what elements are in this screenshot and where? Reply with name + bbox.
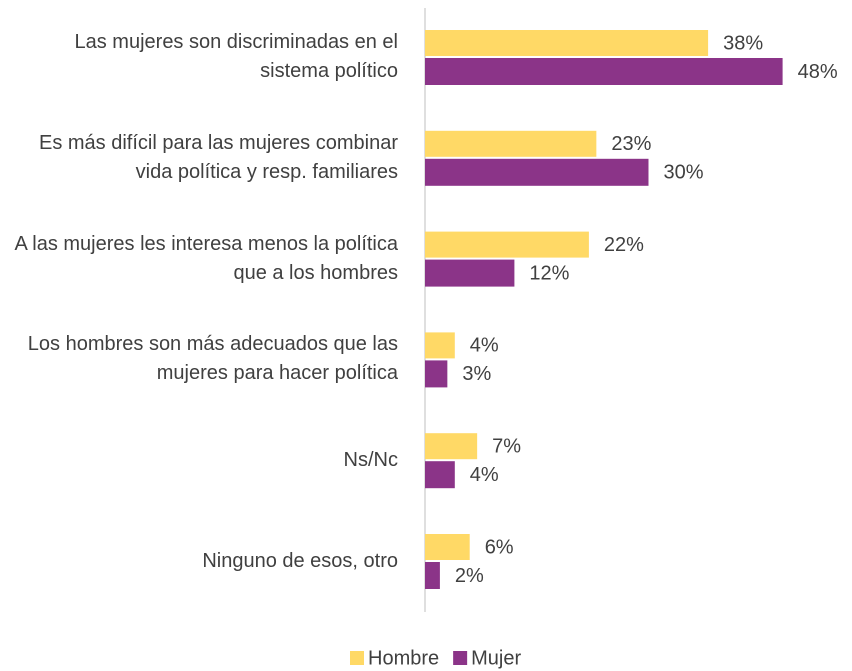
value-label: 2% [455, 565, 484, 587]
category-label: Ninguno de esos, otro [202, 549, 398, 572]
value-label: 4% [470, 335, 499, 357]
bar [425, 58, 783, 85]
bar [425, 433, 478, 460]
value-label: 4% [470, 464, 499, 486]
category-label: Los hombres son más adecuados que las mu… [27, 333, 398, 385]
legend-label: Mujer [471, 647, 521, 669]
category-label: A las mujeres les interesa menos la polí… [14, 232, 398, 284]
value-label: 48% [798, 61, 838, 83]
value-label: 12% [529, 262, 569, 284]
value-label: 22% [604, 234, 644, 256]
bar [425, 158, 649, 186]
bar [425, 130, 597, 157]
bar [425, 30, 709, 56]
bar [425, 461, 455, 489]
value-label: 3% [462, 363, 491, 385]
value-label: 23% [611, 133, 651, 155]
category-label: Ns/Nc [343, 448, 398, 471]
value-label: 30% [664, 162, 704, 184]
category-label: Las mujeres son discriminadas en el sist… [74, 31, 399, 82]
legend-swatch [350, 651, 364, 665]
value-label: 6% [485, 536, 514, 558]
bar [425, 231, 589, 258]
category-label: Es más difícil para las mujeres combinar… [38, 131, 398, 183]
value-label: 7% [492, 435, 521, 457]
bar [425, 360, 448, 388]
bar [425, 534, 470, 560]
bar [425, 332, 455, 359]
bar [425, 259, 515, 287]
bar [425, 562, 440, 589]
legend-label: Hombre [368, 647, 439, 669]
value-label: 38% [723, 32, 763, 54]
legend-swatch [453, 651, 468, 665]
